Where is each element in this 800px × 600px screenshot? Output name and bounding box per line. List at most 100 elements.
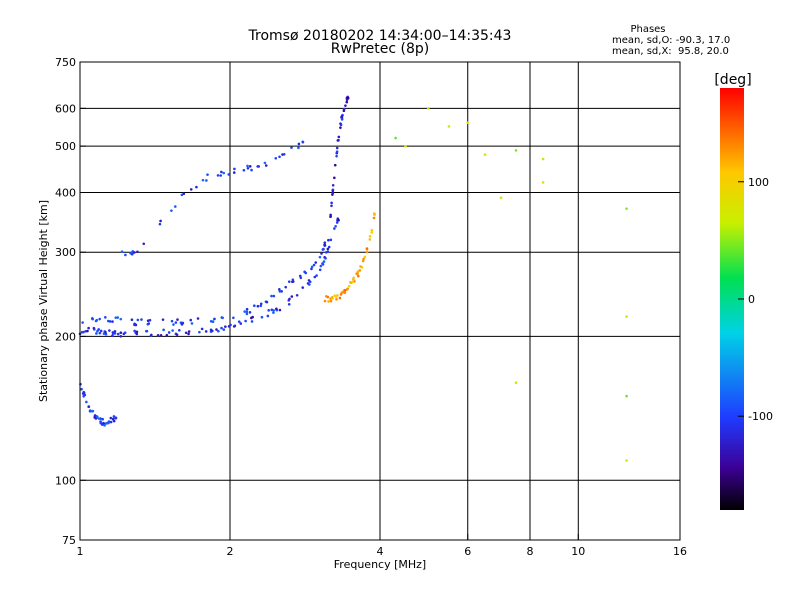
data-point bbox=[180, 193, 184, 197]
data-point bbox=[319, 264, 323, 268]
data-point bbox=[116, 332, 120, 336]
data-point bbox=[97, 328, 100, 331]
data-point bbox=[156, 334, 160, 337]
data-point bbox=[83, 393, 87, 397]
data-point bbox=[324, 257, 327, 260]
data-point bbox=[331, 296, 334, 300]
data-point bbox=[177, 329, 181, 332]
legend-heading: Phases bbox=[630, 24, 665, 35]
data-point bbox=[90, 409, 94, 413]
x-tick-label: 6 bbox=[464, 545, 471, 558]
data-point bbox=[345, 100, 349, 104]
data-point bbox=[113, 329, 117, 333]
data-point bbox=[114, 316, 118, 319]
data-point bbox=[362, 257, 365, 261]
data-point bbox=[120, 250, 124, 253]
x-axis-ticks: 1 2 4 6 8 10 16 bbox=[77, 534, 687, 558]
data-point bbox=[514, 149, 518, 152]
data-point bbox=[343, 288, 347, 292]
data-point bbox=[331, 183, 335, 187]
data-point bbox=[333, 176, 336, 180]
data-point bbox=[123, 331, 127, 334]
data-point bbox=[287, 302, 291, 306]
data-point bbox=[131, 250, 135, 253]
data-point bbox=[206, 173, 209, 176]
data-point bbox=[98, 331, 102, 335]
data-point bbox=[357, 274, 360, 278]
data-point bbox=[246, 167, 250, 170]
data-point bbox=[329, 215, 332, 219]
data-point bbox=[514, 381, 518, 385]
data-point bbox=[250, 168, 253, 172]
data-point bbox=[333, 227, 336, 230]
data-points bbox=[78, 95, 628, 462]
data-point bbox=[135, 332, 139, 336]
data-point bbox=[333, 163, 337, 167]
data-point bbox=[347, 284, 351, 288]
x-tick-label: 8 bbox=[527, 545, 534, 558]
data-point bbox=[256, 304, 260, 308]
data-point bbox=[339, 126, 342, 129]
data-point bbox=[248, 165, 252, 168]
data-point bbox=[146, 319, 150, 323]
data-point bbox=[278, 308, 282, 312]
data-point bbox=[107, 421, 110, 425]
data-point bbox=[97, 417, 101, 420]
data-point bbox=[331, 191, 335, 195]
data-point bbox=[368, 238, 372, 241]
data-point bbox=[136, 318, 140, 322]
data-point bbox=[322, 260, 326, 263]
data-point bbox=[196, 317, 200, 320]
data-point bbox=[133, 323, 136, 327]
data-point bbox=[338, 296, 342, 300]
data-point bbox=[251, 315, 254, 319]
data-point bbox=[335, 297, 338, 301]
data-point bbox=[189, 318, 193, 322]
data-point bbox=[205, 179, 208, 182]
data-point bbox=[541, 181, 545, 184]
data-point bbox=[104, 316, 107, 319]
data-point bbox=[101, 417, 104, 421]
data-point bbox=[220, 326, 223, 330]
data-point bbox=[85, 400, 88, 404]
data-point bbox=[284, 285, 288, 289]
data-point bbox=[341, 291, 345, 294]
data-point bbox=[368, 235, 372, 238]
data-point bbox=[361, 259, 365, 263]
data-point bbox=[287, 280, 291, 283]
data-point bbox=[344, 104, 347, 107]
data-point bbox=[222, 328, 226, 331]
data-point bbox=[326, 295, 330, 299]
data-point bbox=[275, 307, 278, 311]
colorbar-tick-label: -100 bbox=[748, 410, 773, 423]
data-point bbox=[119, 331, 123, 335]
data-point bbox=[346, 96, 350, 100]
data-point bbox=[144, 329, 148, 333]
colorbar-tick-label: 100 bbox=[748, 176, 769, 189]
data-point bbox=[327, 238, 330, 242]
x-tick-label: 1 bbox=[77, 545, 84, 558]
data-point bbox=[342, 107, 346, 111]
data-point bbox=[426, 107, 430, 110]
y-tick-label: 75 bbox=[62, 534, 76, 547]
data-point bbox=[158, 222, 162, 226]
data-point bbox=[239, 322, 243, 325]
data-point bbox=[114, 416, 118, 420]
data-point bbox=[180, 323, 184, 326]
data-point bbox=[174, 321, 178, 324]
data-point bbox=[447, 125, 451, 128]
data-point bbox=[359, 265, 362, 268]
data-point bbox=[295, 293, 299, 297]
data-point bbox=[267, 309, 270, 312]
data-point bbox=[124, 253, 127, 257]
data-point bbox=[91, 317, 94, 321]
data-point bbox=[108, 329, 111, 332]
data-point bbox=[103, 424, 106, 427]
x-tick-label: 2 bbox=[227, 545, 234, 558]
data-point bbox=[189, 188, 193, 191]
data-point bbox=[246, 164, 249, 168]
x-tick-label: 4 bbox=[377, 545, 384, 558]
data-point bbox=[327, 245, 331, 249]
data-point bbox=[245, 307, 249, 311]
x-tick-label: 16 bbox=[673, 545, 687, 558]
